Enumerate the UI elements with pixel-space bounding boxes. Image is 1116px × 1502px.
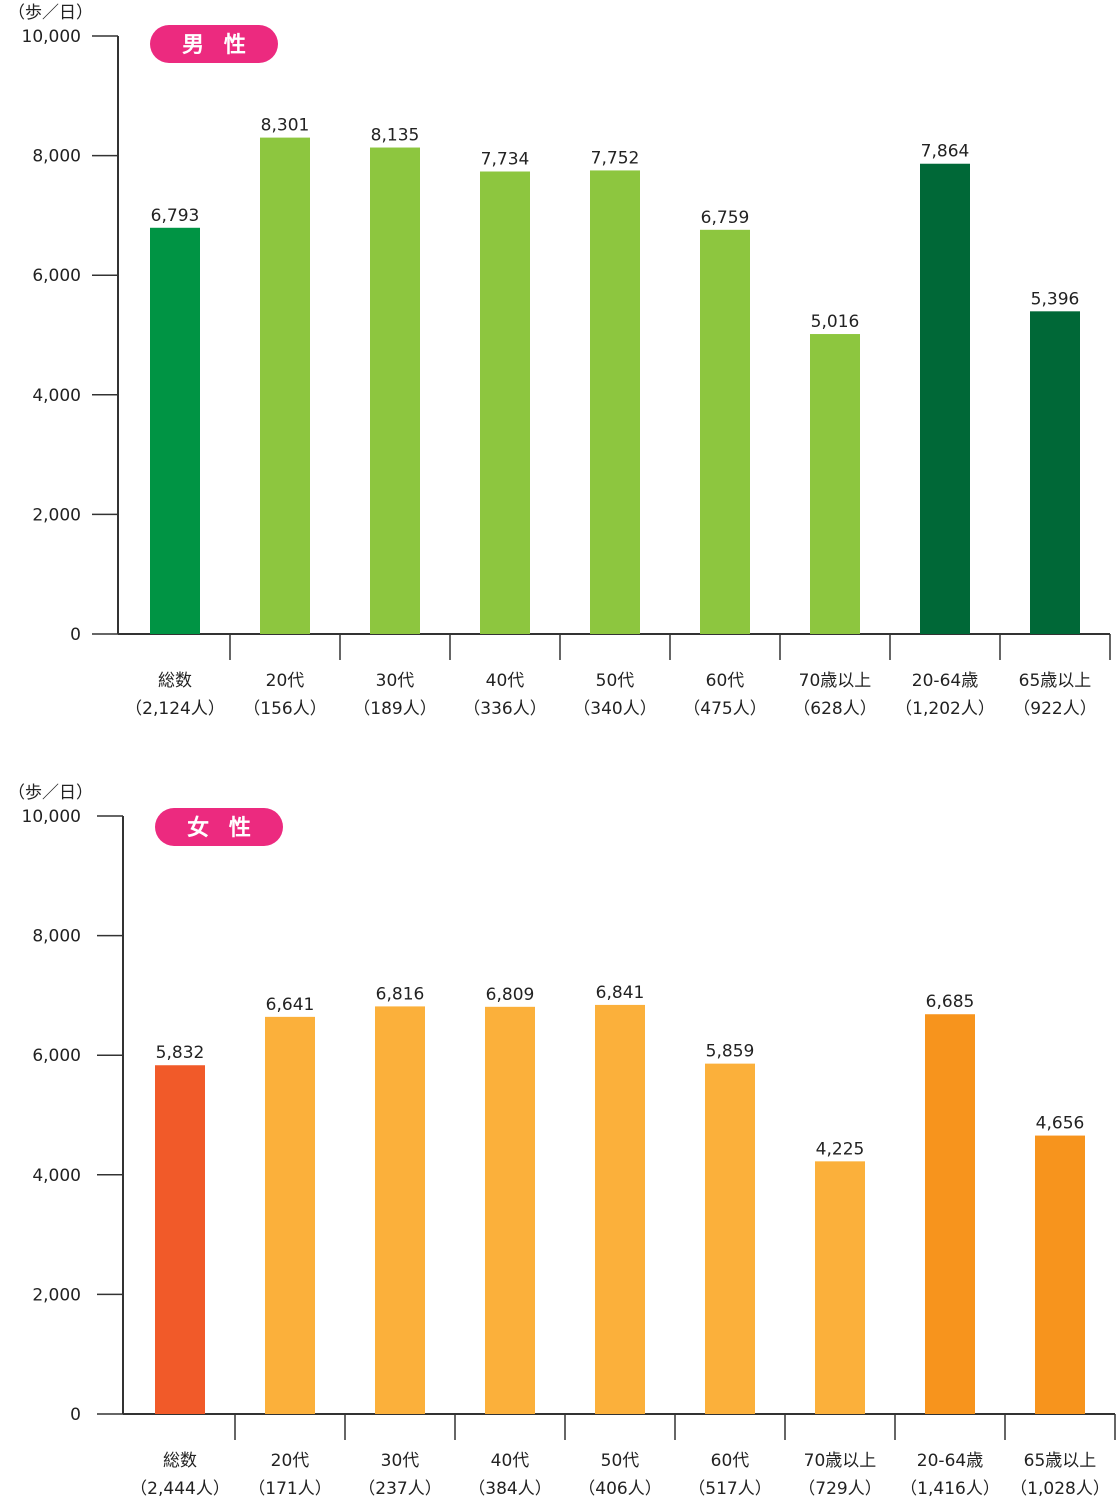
female-bar-value-label: 6,816 <box>376 984 425 1004</box>
male-category-label: 70歳以上 <box>799 671 872 691</box>
male-bar <box>590 170 640 634</box>
female-category-label: 20代 <box>271 1451 310 1471</box>
female-bar <box>1035 1135 1085 1414</box>
male-y-tick-label: 0 <box>70 625 81 645</box>
female-category-count: （729人） <box>798 1479 881 1499</box>
male-y-tick-label: 8,000 <box>32 147 81 167</box>
male-bar <box>700 229 750 634</box>
male-category-count: （922人） <box>1013 699 1096 719</box>
female-y-unit-label: （歩／日） <box>8 783 93 803</box>
female-category-count: （2,444人） <box>130 1479 230 1499</box>
male-category-count: （475人） <box>683 699 766 719</box>
female-bar <box>155 1065 205 1414</box>
male-category-label: 30代 <box>376 671 415 691</box>
male-y-tick-label: 2,000 <box>32 505 81 525</box>
male-y-unit-label: （歩／日） <box>8 3 93 23</box>
male-bar-value-label: 6,759 <box>701 208 750 228</box>
male-y-tick-label: 6,000 <box>32 266 81 286</box>
female-category-count: （517人） <box>688 1479 771 1499</box>
male-category-label: 65歳以上 <box>1019 671 1092 691</box>
female-bar <box>265 1016 315 1414</box>
male-bar <box>1030 311 1080 634</box>
male-title-badge <box>150 25 278 63</box>
male-bar-value-label: 7,752 <box>591 148 640 168</box>
male-bar-value-label: 8,135 <box>371 126 420 146</box>
male-category-label: 60代 <box>706 671 745 691</box>
male-title: 男 性 <box>182 33 252 58</box>
female-y-tick-label: 0 <box>70 1405 81 1425</box>
male-category-label: 40代 <box>486 671 525 691</box>
female-category-label: 総数 <box>163 1451 197 1471</box>
female-bar <box>815 1161 865 1414</box>
female-y-tick-label: 8,000 <box>32 927 81 947</box>
male-bar <box>260 137 310 634</box>
male-category-count: （156人） <box>243 699 326 719</box>
male-category-label: 20-64歳 <box>912 671 978 691</box>
female-bar-value-label: 6,641 <box>266 995 315 1015</box>
male-bar-value-label: 7,864 <box>921 142 970 162</box>
male-category-count: （1,202人） <box>895 699 995 719</box>
female-bar <box>485 1006 535 1414</box>
female-bar <box>375 1006 425 1414</box>
female-bar-value-label: 5,859 <box>706 1042 755 1062</box>
male-bar-value-label: 6,793 <box>151 206 200 226</box>
male-bar-value-label: 8,301 <box>261 116 310 136</box>
male-category-label: 総数 <box>158 671 192 691</box>
female-bar-value-label: 6,685 <box>926 992 975 1012</box>
male-category-count: （628人） <box>793 699 876 719</box>
female-category-label: 70歳以上 <box>804 1451 877 1471</box>
male-bar <box>810 334 860 634</box>
male-category-count: （340人） <box>573 699 656 719</box>
female-y-tick-label: 2,000 <box>32 1285 81 1305</box>
male-y-tick-label: 10,000 <box>22 27 81 47</box>
female-y-tick-label: 10,000 <box>22 807 81 827</box>
female-y-tick-label: 6,000 <box>32 1046 81 1066</box>
female-category-label: 40代 <box>491 1451 530 1471</box>
female-bar <box>705 1063 755 1414</box>
female-category-label: 50代 <box>601 1451 640 1471</box>
male-category-label: 50代 <box>596 671 635 691</box>
male-category-count: （189人） <box>353 699 436 719</box>
female-category-count: （1,028人） <box>1010 1479 1110 1499</box>
male-bar <box>150 227 200 634</box>
male-category-count: （2,124人） <box>125 699 225 719</box>
female-bar <box>925 1014 975 1414</box>
male-bar <box>920 163 970 635</box>
female-bar <box>595 1004 645 1414</box>
female-category-count: （406人） <box>578 1479 661 1499</box>
female-category-label: 65歳以上 <box>1024 1451 1097 1471</box>
male-bar <box>370 147 420 635</box>
female-category-count: （1,416人） <box>900 1479 1000 1499</box>
female-category-label: 30代 <box>381 1451 420 1471</box>
female-category-label: 20-64歳 <box>917 1451 983 1471</box>
male-category-label: 20代 <box>266 671 305 691</box>
female-bar-value-label: 4,656 <box>1036 1114 1085 1134</box>
female-bar-value-label: 4,225 <box>816 1139 865 1159</box>
female-bar-value-label: 6,809 <box>486 985 535 1005</box>
female-bar-value-label: 5,832 <box>156 1043 205 1063</box>
female-category-count: （171人） <box>248 1479 331 1499</box>
female-category-count: （237人） <box>358 1479 441 1499</box>
female-category-label: 60代 <box>711 1451 750 1471</box>
female-y-tick-label: 4,000 <box>32 1166 81 1186</box>
male-bar <box>480 171 530 634</box>
female-category-count: （384人） <box>468 1479 551 1499</box>
female-title: 女 性 <box>187 815 257 841</box>
female-title-badge <box>155 808 283 846</box>
male-bar-value-label: 5,016 <box>811 312 860 332</box>
male-bar-value-label: 5,396 <box>1031 289 1080 309</box>
male-y-tick-label: 4,000 <box>32 386 81 406</box>
male-category-count: （336人） <box>463 699 546 719</box>
male-bar-value-label: 7,734 <box>481 150 530 170</box>
female-bar-value-label: 6,841 <box>596 983 645 1003</box>
